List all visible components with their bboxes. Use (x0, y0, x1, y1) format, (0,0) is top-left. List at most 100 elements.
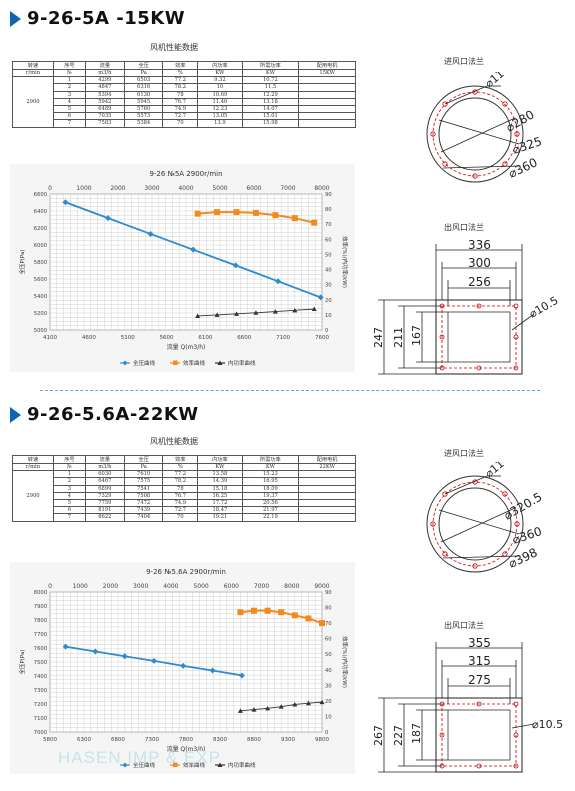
table-cell: 78 (162, 90, 199, 99)
x-tick-label: 4600 (82, 335, 96, 341)
table-header-row: 转速 序号 流量 全压 效率 内功率 所需功率 配用电机 (12, 61, 356, 70)
table-header-cell: № (52, 68, 86, 78)
table-cell-empty (298, 112, 356, 121)
data-point (214, 209, 221, 216)
table-header-cell: 效率 (162, 455, 199, 464)
y-right-axis-label: 效率(%)/内功率(kW) (341, 636, 349, 688)
table-cell: 3 (52, 90, 86, 99)
table-cell: 5 (52, 498, 86, 508)
outlet-flange-drawing-2: 355 315 275 267 227 187 ⌀10.5 (372, 636, 563, 773)
table-cell: 9.32 (197, 76, 243, 85)
leader-lines (438, 475, 520, 559)
table-cell: 6130 (123, 90, 164, 99)
table-cell: 2 (52, 83, 86, 92)
y-right-tick-label: 80 (325, 207, 332, 213)
table-cell: 12.23 (197, 104, 243, 114)
data-point (237, 708, 243, 713)
table-cell-empty (298, 76, 356, 85)
x-tick-label: 6100 (198, 335, 212, 341)
table-row: 4 5942 5945 76.7 11.46 13.18 (13, 97, 356, 106)
table-header-cell: 配用电机 (298, 455, 356, 464)
table-cell: 2 (52, 477, 86, 486)
data-point (251, 707, 257, 712)
speed-cell: 2900 (12, 470, 54, 522)
data-point (252, 209, 259, 216)
data-point (291, 215, 298, 222)
data-point (194, 210, 201, 217)
dim-inner-height: 187 (410, 723, 423, 744)
x-axis-label: 流量 Q(m3/h) (167, 745, 206, 753)
dim-outer-height: 247 (372, 327, 385, 348)
data-point (317, 294, 324, 301)
table-cell-empty (298, 97, 356, 106)
table-row: 7 8622 7404 70 19.21 22.19 (13, 513, 356, 522)
data-point (319, 620, 325, 627)
table-cell: 4 (52, 97, 86, 106)
table-cell: 14.07 (241, 104, 300, 114)
x-tick-label: 5100 (121, 335, 135, 341)
table-header-cell: r/min (12, 462, 54, 472)
outlet-flange-label-1: 出风口法兰 (444, 223, 484, 232)
legend-marker (173, 360, 178, 365)
dim-hole: ⌀10.5 (532, 718, 563, 731)
table-cell: 21.97 (241, 506, 300, 515)
y-tick-label: 5000 (34, 328, 47, 334)
table-row: 3 5394 6130 78 10.69 12.29 (13, 90, 356, 99)
x-top-tick-label: 1000 (73, 583, 88, 590)
outlet-flange-drawing-1: 336 300 256 247 211 167 ⌀10.5 (372, 238, 560, 375)
table-cell: 72.7 (162, 112, 199, 121)
table-header-cell: m3/h (84, 462, 125, 472)
table-cell-empty (298, 484, 356, 493)
table-cell: 15.23 (241, 470, 300, 479)
dim-outer-width: 355 (468, 636, 491, 650)
model-title-1: 9-26-5A -15KW (10, 8, 185, 29)
y-tick-label: 6600 (34, 192, 47, 198)
table-row: 7 7583 5384 70 13.9 15.98 (13, 119, 356, 128)
data-point (180, 662, 187, 669)
table-cell: 4 (52, 491, 86, 500)
table-header-cell: KW (197, 68, 243, 78)
table-cell: 6 (52, 506, 86, 515)
dim-inner-height: 167 (410, 325, 423, 346)
x-top-tick-label: 0 (48, 583, 52, 590)
table-cell: 11.46 (197, 97, 243, 106)
x-top-tick-label: 2000 (103, 583, 118, 590)
y-tick-label: 7300 (34, 688, 47, 694)
outer-circle (426, 85, 524, 183)
inner-circle (438, 97, 512, 171)
y-right-tick-label: 10 (325, 714, 332, 720)
data-point (275, 278, 282, 285)
watermark: HASEN IMP & EXP (58, 748, 222, 767)
y-right-tick-label: 90 (325, 590, 332, 596)
data-point (105, 215, 112, 222)
table-cell: 6316 (123, 83, 164, 92)
table-cell: 8191 (84, 506, 125, 515)
table-cell-empty (298, 83, 356, 92)
y-right-tick-label: 90 (325, 192, 332, 198)
y-tick-label: 7700 (34, 632, 47, 638)
triangle-bullet-icon (10, 406, 21, 423)
dim-bolt-width: 315 (468, 654, 491, 668)
legend-label: 效率曲线 (183, 761, 206, 769)
bolt-holes (439, 701, 519, 769)
y-right-tick-label: 10 (325, 313, 332, 319)
speed-cell: 2900 (12, 76, 54, 128)
table-cell: 20.56 (241, 498, 300, 508)
y-tick-label: 6000 (34, 243, 47, 249)
table-cell-empty (298, 470, 356, 479)
table-header-cell: 序号 (52, 61, 86, 70)
table-cell: 77.2 (162, 76, 199, 85)
table-cell: 7439 (123, 506, 164, 515)
data-point (147, 230, 154, 237)
y-right-tick-label: 0 (325, 730, 328, 736)
y-tick-label: 5600 (34, 277, 47, 283)
table-header-cell: KW (197, 462, 243, 472)
data-point (253, 310, 259, 315)
table-header-row: r/min № m3/h Pa% KW KW 22KW (12, 462, 356, 472)
y-right-tick-label: 40 (325, 668, 332, 674)
model-title-text: 9-26-5A -15KW (27, 8, 186, 29)
y-right-tick-label: 40 (325, 268, 332, 274)
table-cell: 77.2 (162, 470, 199, 479)
x-tick-label: 6800 (111, 737, 125, 743)
chart-box-1: 9-26 №5A 2900r/min 4100 4600 5100 5600 6100 66… (10, 164, 355, 372)
